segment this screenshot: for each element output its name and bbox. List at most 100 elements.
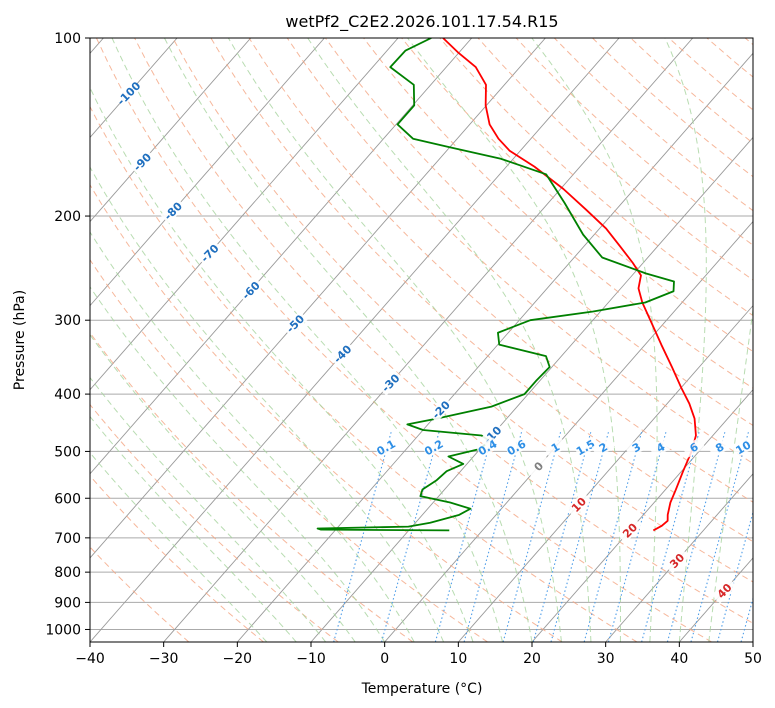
isotherm-line [531,389,753,642]
x-tick-label: −10 [296,651,326,667]
x-tick-label: 20 [523,651,541,667]
isotherm-label-bg [115,80,142,107]
x-tick-label: −20 [223,651,253,667]
mixing-ratio-line [381,429,441,642]
mixing-ratio-label: 0.1 [374,437,397,458]
isotherm-line [90,38,620,642]
dry-adiabat-line [439,38,753,317]
isotherm-line [236,52,753,642]
y-tick-label: 100 [54,31,81,47]
moist-adiabat-line [407,38,621,642]
mixing-ratio-line [550,429,610,642]
y-axis-ticks: 100 200 300 400 500 600 700 800 900 1000 [45,31,90,638]
isotherm-line [90,38,252,223]
x-tick-label: 40 [670,651,688,667]
y-tick-label: 400 [54,387,81,403]
moist-adiabat-line [90,86,474,642]
isotherm-label-group: 0 [525,453,552,480]
dewpoint-line [316,38,675,532]
moist-adiabat-line [708,305,753,642]
x-tick-label: −40 [75,651,105,667]
mixing-ratio-line [765,430,775,642]
mixing-ratio-lines [333,429,775,642]
mixing-ratio-label-bg [591,437,615,458]
x-axis-label: Temperature (°C) [361,681,483,697]
dry-adiabat-line [90,331,414,642]
mixing-ratio-line [434,429,494,642]
isotherm-line [605,473,753,642]
isotherm-label-bg [329,341,356,367]
dry-adiabat-line [90,475,264,642]
x-tick-label: −30 [149,651,179,667]
mixing-ratio-label: 0.6 [505,437,529,458]
sounding-series [316,38,697,532]
mixing-ratio-label-group: 1 [543,437,567,458]
mixing-ratio-label: 0.2 [422,437,445,458]
dry-adiabat-line [324,38,753,427]
isotherm-line [90,38,473,475]
dry-adiabat-line [515,38,753,246]
isotherm-line [752,641,753,642]
mixing-ratio-label-bg [475,437,500,458]
mixing-ratio-label-group: 4 [648,437,673,458]
isotherm-lines [90,38,753,642]
x-axis-ticks: −40 −30 −20 −10 0 10 20 30 40 50 [75,642,762,667]
mixing-ratio-label-bg [682,437,706,458]
isotherm-label-bg [617,517,643,544]
mixing-ratio-line [463,429,523,642]
mixing-ratio-label-group: 3 [624,437,648,458]
y-tick-label: 900 [54,595,81,611]
x-tick-label: 50 [744,651,762,667]
mixing-ratio-label-bg [648,437,673,458]
moist-adiabat-line [90,231,415,642]
mixing-ratio-line [666,429,726,642]
mixing-ratio-label-group: 10 [731,437,753,458]
y-tick-label: 600 [54,491,81,507]
moist-adiabat-line [664,38,707,642]
mixing-ratio-label-group: 13 [758,437,775,458]
isotherm-label-bg [377,370,404,396]
reference-line-labels: -100-90-80-70-60-50-40-30-20-10010203040… [115,79,775,604]
mixing-ratio-line [740,596,753,642]
x-tick-label: 0 [380,651,389,667]
dry-adiabat-line [248,38,753,503]
y-tick-label: 500 [54,444,81,460]
mixing-ratio-line [333,429,393,642]
dry-adiabat-line [401,38,753,353]
isotherm-label-bg [160,198,186,224]
mixing-ratio-label-bg [543,437,567,458]
dry-adiabat-line [90,546,190,642]
y-tick-label: 200 [54,209,81,225]
dry-adiabat-line [134,38,753,624]
mixing-ratio-label-bg [758,437,775,457]
mixing-ratio-line [607,429,668,642]
dry-adiabat-line [90,183,563,642]
dry-adiabat-line [172,38,753,583]
isotherm-label-bg [711,577,738,604]
moist-adiabat-line [164,38,533,642]
mixing-ratio-line [532,429,592,642]
mixing-ratio-label-group: 0.2 [422,437,446,458]
dry-adiabat-line [706,38,753,78]
y-tick-label: 700 [54,531,81,547]
moist-adiabat-lines [90,38,753,642]
mixing-ratio-line [583,429,643,642]
mixing-ratio-label-bg [707,437,732,458]
mixing-ratio-label-bg [504,437,528,458]
dry-adiabat-line [363,38,753,389]
mixing-ratio-label: 13 [760,438,775,457]
isotherm-line [384,220,753,642]
x-tick-label: 30 [597,651,615,667]
isotherm-label-bg [238,277,264,304]
isotherm-line [90,38,546,559]
moist-adiabat-line [227,38,562,642]
chart-title: wetPf2_C2E2.2026.101.17.54.R15 [285,12,558,32]
dry-adiabat-line [553,38,753,212]
dry-adiabat-line [90,105,638,642]
mixing-ratio-line [641,429,701,642]
isotherm-line [678,557,753,642]
temperature-line [442,38,697,532]
isotherm-label-bg [664,547,690,574]
mixing-ratio-label-group: 0.1 [374,437,398,458]
mixing-ratio-label-group: 6 [682,437,706,458]
